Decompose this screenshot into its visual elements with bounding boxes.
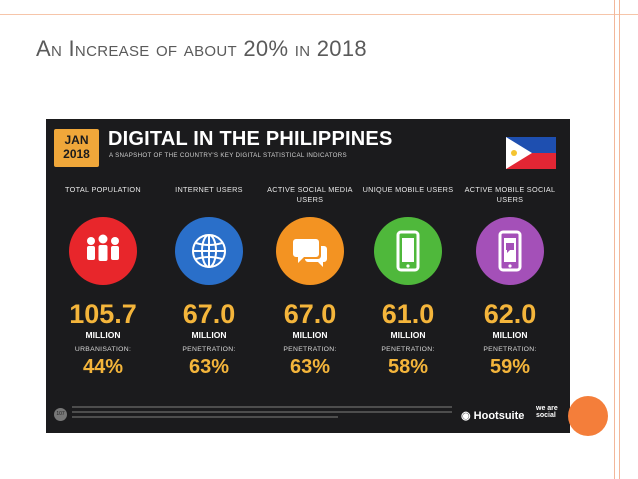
date-badge: JAN 2018 [54,129,99,167]
stat-sub-label: PENETRATION: [182,346,236,353]
mobile-chat-icon [476,217,544,285]
stat-value: 67.0 [283,299,337,329]
stat-label: TOTAL POPULATION [65,185,141,194]
stat-percentage: 44% [82,356,124,378]
date-year: 2018 [63,147,90,161]
stat-unit: MILLION [492,330,528,340]
we-are-social-logo: we are social [536,405,558,419]
hootsuite-logo: ◉ Hootsuite [461,409,524,422]
date-month: JAN [64,133,89,147]
stat-percentage: 63% [289,356,331,378]
stat-column-social-media: ACTIVE SOCIAL MEDIA USERS 67.0 MILLION P… [258,185,362,378]
stat-sub-label: URBANISATION: [74,346,132,353]
stat-value: 105.7 [69,299,137,329]
right-decoration-line [614,0,615,479]
page-number-badge: 107 [54,408,67,421]
stat-unit: MILLION [292,330,328,340]
stat-label: INTERNET USERS [175,185,243,194]
stat-sub-label: PENETRATION: [283,346,337,353]
slide-title: An Increase of about 20% in 2018 [36,36,367,61]
hootsuite-label: Hootsuite [473,410,525,422]
stat-value: 61.0 [381,299,435,329]
globe-icon [175,217,243,285]
stat-label: UNIQUE MOBILE USERS [362,185,454,194]
stat-column-population: TOTAL POPULATION 105.7 MILLION URBANISAT… [51,185,155,378]
stat-percentage: 58% [387,356,429,378]
stat-value: 62.0 [483,299,537,329]
mobile-phone-icon [374,217,442,285]
infographic-image: JAN 2018 DIGITAL IN THE PHILIPPINES A SN… [46,119,570,433]
stat-sub-label: PENETRATION: [483,346,537,353]
owl-icon: ◉ [461,410,471,422]
stat-unit: MILLION [191,330,227,340]
stat-label: ACTIVE SOCIAL MEDIA USERS [267,185,353,204]
infographic-title: DIGITAL IN THE PHILIPPINES [108,128,393,150]
stat-percentage: 63% [188,356,230,378]
stat-sub-label: PENETRATION: [381,346,435,353]
stat-unit: MILLION [390,330,426,340]
stat-label: ACTIVE MOBILE SOCIAL USERS [464,185,556,204]
stat-value: 67.0 [182,299,236,329]
stat-percentage: 59% [489,356,531,378]
philippines-flag-icon [506,137,556,169]
top-decoration-band [0,0,638,15]
stat-unit: MILLION [85,330,121,340]
footer-sources-text [72,406,452,421]
stat-column-mobile: UNIQUE MOBILE USERS 61.0 MILLION PENETRA… [356,185,460,378]
people-icon [69,217,137,285]
stat-column-internet: INTERNET USERS 67.0 MILLION PENETRATION:… [157,185,261,378]
stat-column-mobile-social: ACTIVE MOBILE SOCIAL USERS 62.0 MILLION … [458,185,562,378]
chat-bubbles-icon [276,217,344,285]
infographic-subtitle: A SNAPSHOT OF THE COUNTRY'S KEY DIGITAL … [109,152,347,159]
right-decoration-line [619,0,620,479]
decorative-orange-circle [568,396,608,436]
